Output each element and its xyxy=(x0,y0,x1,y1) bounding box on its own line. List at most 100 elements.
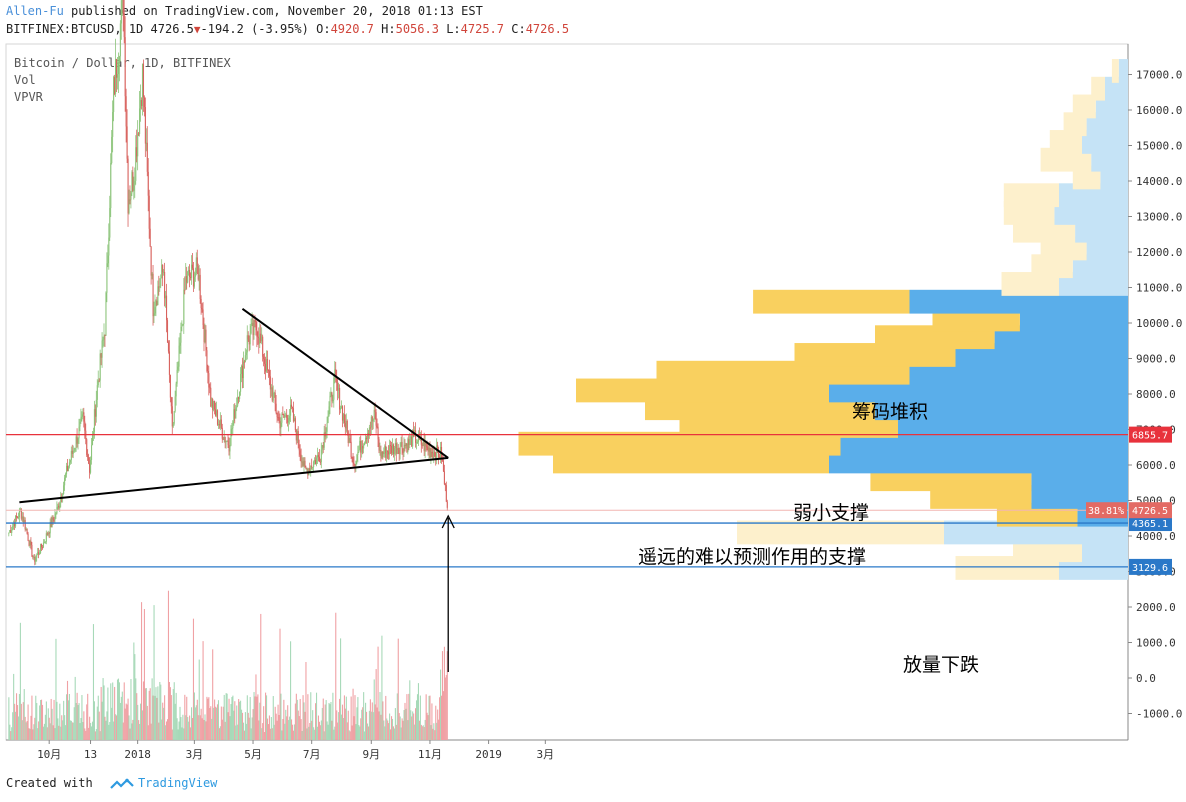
candle-body xyxy=(173,411,175,424)
volume-bar xyxy=(446,651,448,740)
volume-bar xyxy=(180,717,182,740)
volume-bar xyxy=(376,707,378,740)
candle-body xyxy=(156,300,158,306)
volume-bar xyxy=(122,722,124,740)
volume-bar xyxy=(297,710,299,740)
tradingview-brand[interactable]: TradingView xyxy=(137,776,218,790)
volume-bar xyxy=(308,726,310,740)
candle-body xyxy=(37,552,39,556)
author-link[interactable]: Allen-Fu xyxy=(6,4,64,18)
volume-bar xyxy=(84,728,86,740)
candle-body xyxy=(60,496,62,504)
candle-body xyxy=(222,438,224,440)
candle-body xyxy=(235,407,237,419)
vpvr-blue-bar xyxy=(1118,59,1128,83)
candle-body xyxy=(186,276,188,283)
volume-bar xyxy=(267,724,270,740)
candle-body xyxy=(203,324,205,343)
candle-body xyxy=(9,530,11,533)
volume-bar xyxy=(194,707,196,740)
candle-body xyxy=(110,162,112,209)
volume-bar xyxy=(375,669,377,740)
open-label: O: xyxy=(316,22,331,36)
volume-bar xyxy=(197,715,199,740)
volume-bar xyxy=(52,725,54,740)
y-tick-label: 1000.0 xyxy=(1136,637,1176,650)
volume-bar xyxy=(407,720,409,740)
candle-body xyxy=(109,208,111,238)
candle-body xyxy=(57,505,59,507)
candle-body xyxy=(413,430,415,432)
candle-body xyxy=(175,383,177,397)
candle-body xyxy=(84,421,86,431)
volume-bar xyxy=(64,715,66,740)
volume-bar xyxy=(117,678,120,740)
candle-body xyxy=(312,467,314,469)
volume-bar xyxy=(390,716,393,740)
volume-bar xyxy=(222,706,224,740)
x-tick-label: 2018 xyxy=(124,748,151,761)
volume-bar xyxy=(211,718,213,740)
candle-body xyxy=(364,442,366,446)
close-label: C: xyxy=(511,22,526,36)
candle-body xyxy=(327,415,329,424)
published-text: published on TradingView.com, November 2… xyxy=(71,4,483,18)
candle-body xyxy=(30,541,32,545)
candle-body xyxy=(36,555,38,558)
candle-body xyxy=(183,289,185,324)
volume-bar xyxy=(178,721,180,740)
volume-bar xyxy=(359,726,361,740)
candle-body xyxy=(297,431,299,445)
volume-bar xyxy=(157,686,159,740)
candle-body xyxy=(89,463,91,473)
candle-body xyxy=(40,544,42,554)
volume-bar xyxy=(152,695,154,740)
candle-body xyxy=(310,465,312,472)
volume-bar xyxy=(275,713,277,740)
price-chart[interactable]: Bitcoin / Dollar, 1D, BITFINEX Vol VPVR -10… xyxy=(0,0,1186,770)
volume-bar xyxy=(318,721,320,740)
candle-body xyxy=(356,454,358,461)
candle-body xyxy=(275,403,277,414)
candle-body xyxy=(284,416,286,418)
candle-body xyxy=(384,446,386,454)
triangle-lower-trendline xyxy=(19,456,449,504)
volume-bar xyxy=(320,720,322,740)
y-tick-label: 17000.0 xyxy=(1136,69,1182,82)
volume-bar xyxy=(185,715,187,740)
candle-body xyxy=(114,77,116,94)
candle-body xyxy=(66,465,69,472)
publish-info: Allen-Fu published on TradingView.com, N… xyxy=(6,4,483,18)
candle-body xyxy=(107,255,109,264)
candle-body xyxy=(140,100,142,109)
candle-body xyxy=(425,441,427,447)
volume-bar xyxy=(18,694,20,740)
candle-body xyxy=(321,445,323,450)
volume-bar xyxy=(130,679,132,740)
volume-bar xyxy=(367,726,370,740)
volume-bar xyxy=(335,612,337,740)
candle-body xyxy=(13,523,15,526)
volume-bar xyxy=(340,638,342,740)
volume-bar xyxy=(171,729,173,740)
candle-body xyxy=(212,399,214,410)
volume-bar xyxy=(409,680,411,740)
volume-bar xyxy=(45,701,47,740)
volume-bar xyxy=(159,681,161,740)
volume-bar xyxy=(327,724,329,740)
volume-bar xyxy=(234,701,236,740)
volume-bar xyxy=(444,677,446,740)
volume-bar xyxy=(149,688,151,740)
candle-body xyxy=(87,454,89,458)
volume-bar xyxy=(225,693,227,740)
volume-bar xyxy=(381,635,383,740)
candle-body xyxy=(248,339,250,345)
annotation-text: 放量下跌 xyxy=(903,654,979,676)
volume-bar xyxy=(41,704,44,740)
volume-bar xyxy=(230,704,232,740)
volume-bar xyxy=(270,717,272,740)
volume-bar xyxy=(440,695,443,740)
volume-bar xyxy=(212,649,214,740)
candle-body xyxy=(42,542,45,548)
volume-bar xyxy=(353,716,355,740)
